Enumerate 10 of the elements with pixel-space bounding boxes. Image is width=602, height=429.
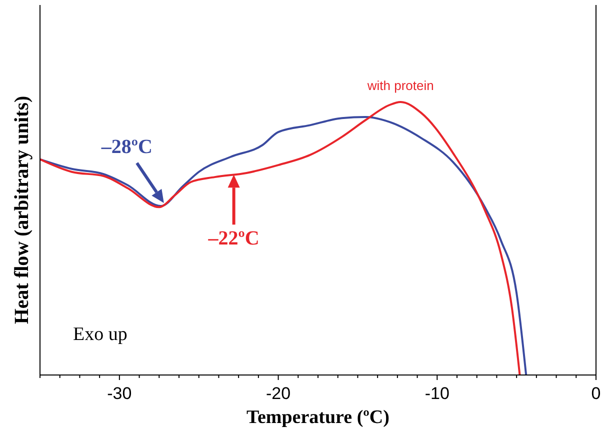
annotation: Exo up (73, 324, 128, 345)
annotation: –28ºC (100, 136, 152, 158)
y-axis-title: Heat flow (arbitrary units) (11, 96, 33, 324)
series-label: with protein (366, 78, 434, 93)
x-tick-label: -30 (107, 384, 132, 403)
x-axis-title: Temperature (ºC) (246, 407, 390, 428)
annotation: –22ºC (207, 228, 260, 250)
x-tick-label: -20 (266, 384, 291, 403)
x-tick-label: -10 (424, 384, 450, 403)
x-tick-label: 0 (591, 384, 601, 403)
